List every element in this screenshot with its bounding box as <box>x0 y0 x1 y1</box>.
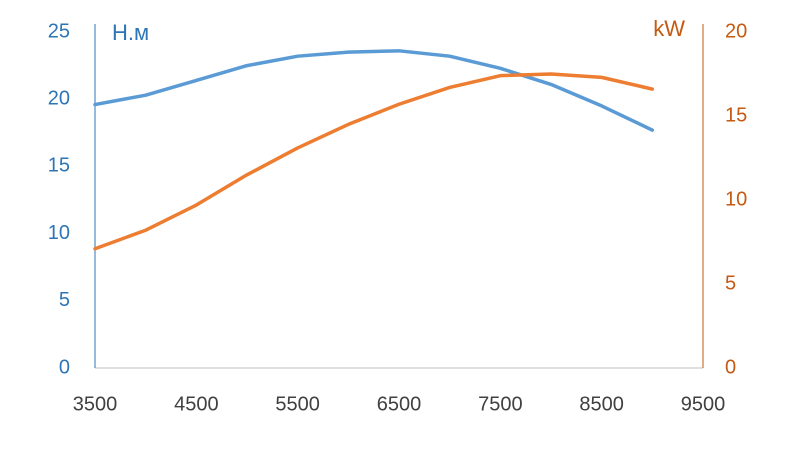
x-tick-label: 5500 <box>275 393 320 415</box>
y-tick-label: 20 <box>48 87 70 109</box>
line-series <box>93 72 655 251</box>
y2-tick-label: 0 <box>725 356 736 378</box>
line-series <box>93 49 655 132</box>
x-tick-label: 7500 <box>478 393 523 415</box>
x-tick-label: 6500 <box>377 393 422 415</box>
y-axis-title: Н.м <box>112 20 149 45</box>
y2-tick-label: 10 <box>725 188 747 210</box>
y-tick-label: 0 <box>59 356 70 378</box>
y2-axis-title: kW <box>653 16 685 41</box>
x-tick-label: 9500 <box>681 393 726 415</box>
x-tick-label: 3500 <box>73 393 118 415</box>
y2-tick-label: 20 <box>725 20 747 42</box>
y-tick-label: 25 <box>48 20 70 42</box>
x-tick-label: 4500 <box>174 393 219 415</box>
y-tick-label: 10 <box>48 222 70 244</box>
y2-tick-label: 15 <box>725 104 747 126</box>
y2-tick-label: 5 <box>725 272 736 294</box>
y-tick-label: 15 <box>48 155 70 177</box>
x-tick-label: 8500 <box>579 393 624 415</box>
y-tick-label: 5 <box>59 289 70 311</box>
